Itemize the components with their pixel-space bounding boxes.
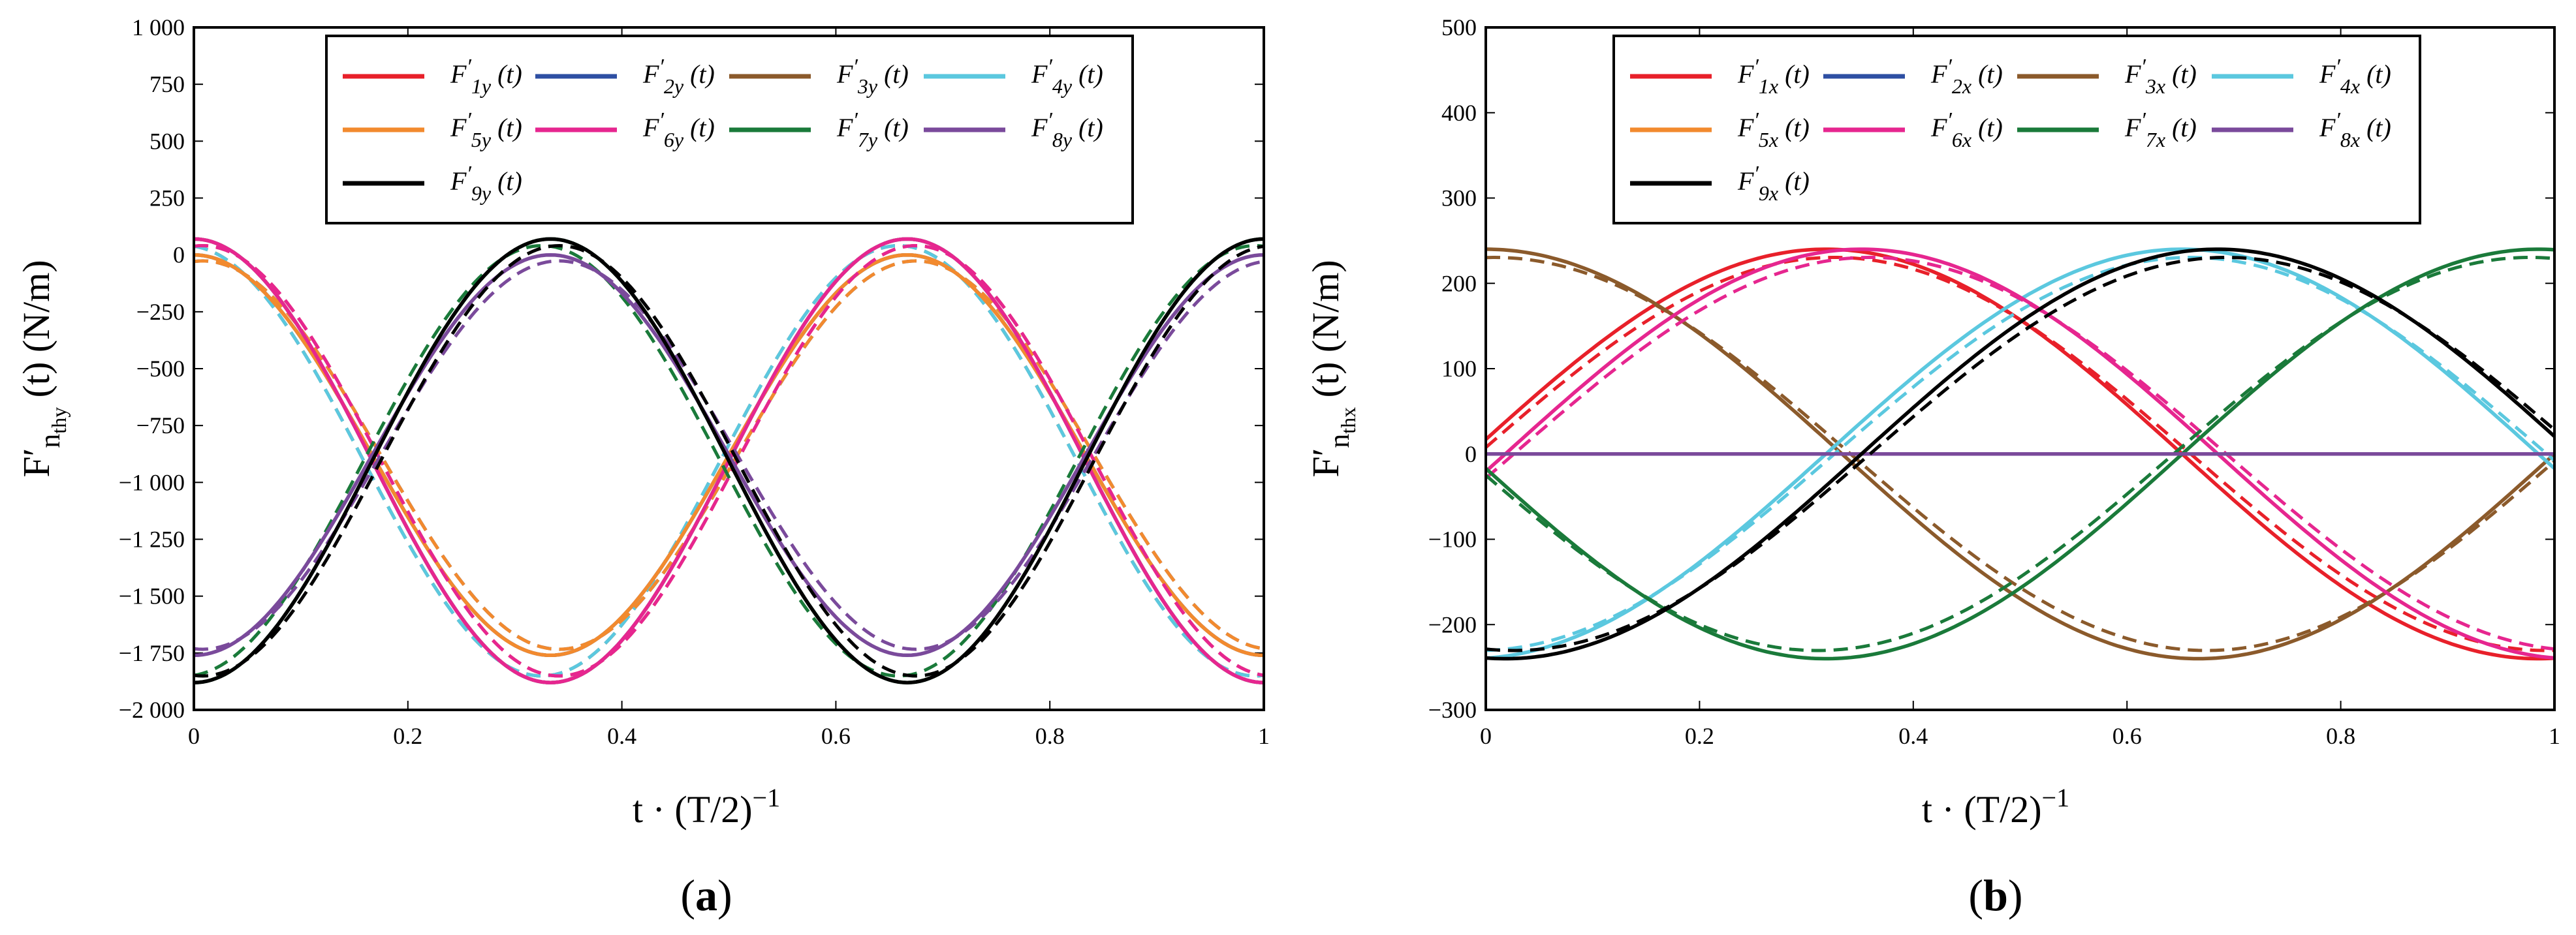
x-tick-label: 1 bbox=[2549, 723, 2560, 749]
panel-label: (b) bbox=[1968, 870, 2022, 920]
legend-label: F′1x (t) bbox=[1737, 55, 1810, 98]
y-tick-label: −1 250 bbox=[119, 527, 185, 553]
series-line-5y-dashed bbox=[194, 259, 1264, 651]
series-line-7y-dashed bbox=[194, 243, 1264, 678]
legend: F′1x (t) F′2x (t) F′3x (t) F′4x (t) F′5x (t)… bbox=[1612, 35, 2421, 224]
chart-panel-a: 1 000 750 500 250 0 −250 −500 −750 −1 000 −1 250 −… bbox=[15, 14, 1270, 920]
y-tick-label: −500 bbox=[136, 356, 185, 382]
y-tick-label: −1 500 bbox=[119, 583, 185, 609]
x-tick-label: 0 bbox=[188, 723, 200, 749]
plot-frame bbox=[1484, 26, 2556, 711]
y-tick-label: 500 bbox=[149, 128, 185, 154]
legend-label: F′8y (t) bbox=[1031, 108, 1103, 151]
legend-label: F′7y (t) bbox=[836, 108, 909, 151]
legend-label: F′7x (t) bbox=[2124, 108, 2197, 151]
legend-label: F′5x (t) bbox=[1737, 108, 1810, 151]
series-line-9y-dashed bbox=[194, 243, 1264, 678]
y-tick-label: 1 000 bbox=[132, 14, 185, 40]
x-tick-label: 0.4 bbox=[607, 723, 636, 749]
x-tick-label: 0.8 bbox=[2326, 723, 2355, 749]
y-axis-label: F′nthy (t) (N/m) bbox=[15, 260, 71, 477]
legend-label: F′3x (t) bbox=[2124, 55, 2197, 98]
legend-label: F′5y (t) bbox=[450, 108, 522, 151]
legend-label: F′9x (t) bbox=[1737, 162, 1810, 205]
y-tick-label: 200 bbox=[1441, 270, 1477, 296]
series-line-6x-solid bbox=[1486, 247, 2554, 660]
y-tick-label: −750 bbox=[136, 412, 185, 438]
x-axis-label: t · (T/2)−1 bbox=[633, 783, 780, 831]
y-tick-label: −100 bbox=[1428, 527, 1477, 553]
x-tick-label: 0.8 bbox=[1035, 723, 1065, 749]
y-tick-label: 300 bbox=[1441, 185, 1477, 211]
series-line-3x-solid bbox=[1486, 247, 2554, 661]
legend-label: F′6x (t) bbox=[1930, 108, 2003, 151]
plot-frame bbox=[193, 26, 1265, 711]
y-tick-label: 500 bbox=[1441, 14, 1477, 40]
legend-box bbox=[1612, 35, 2421, 224]
y-tick-label: −1 750 bbox=[119, 640, 185, 666]
series-group bbox=[1486, 247, 2554, 661]
legend-label: F′9y (t) bbox=[450, 162, 522, 205]
series-line-1x-solid bbox=[1486, 247, 2554, 661]
y-tick-label: 250 bbox=[149, 185, 185, 211]
x-tick-label: 0.2 bbox=[1685, 723, 1714, 749]
legend-label: F′2y (t) bbox=[642, 55, 715, 98]
series-line-8y-dashed bbox=[194, 259, 1264, 651]
legend-label: F′6y (t) bbox=[642, 108, 715, 151]
y-tick-label: 400 bbox=[1441, 100, 1477, 126]
y-axis-label: F′nthx (t) (N/m) bbox=[1304, 260, 1360, 477]
series-line-9y-solid bbox=[194, 237, 1264, 684]
legend-label: F′4y (t) bbox=[1031, 55, 1103, 98]
y-tick-label: 0 bbox=[173, 242, 185, 268]
y-tick-label: 100 bbox=[1441, 356, 1477, 382]
legend-label: F′4x (t) bbox=[2319, 55, 2391, 98]
y-tick-label: −2 000 bbox=[119, 697, 185, 723]
y-tick-label: 750 bbox=[149, 71, 185, 97]
legend: F′1y (t) F′2y (t) F′3y (t) F′4y (t) F′5y (t)… bbox=[325, 35, 1134, 224]
x-axis-label: t · (T/2)−1 bbox=[1922, 783, 2069, 831]
legend-label: F′2x (t) bbox=[1930, 55, 2003, 98]
x-tick-label: 0.6 bbox=[821, 723, 851, 749]
series-line-9x-solid bbox=[1486, 247, 2554, 661]
legend-label: F′1y (t) bbox=[450, 55, 522, 98]
x-tick-label: 1 bbox=[1258, 723, 1270, 749]
x-tick-label: 0.2 bbox=[393, 723, 422, 749]
x-tick-label: 0 bbox=[1480, 723, 1492, 749]
y-tick-label: −300 bbox=[1428, 697, 1477, 723]
x-tick-label: 0.6 bbox=[2113, 723, 2142, 749]
y-tick-label: 0 bbox=[1465, 441, 1477, 467]
x-tick-label: 0.4 bbox=[1898, 723, 1928, 749]
y-tick-label: −250 bbox=[136, 299, 185, 325]
series-group bbox=[194, 237, 1264, 684]
series-line-8y-solid bbox=[194, 253, 1264, 658]
y-tick-label: −1 000 bbox=[119, 469, 185, 495]
legend-label: F′3y (t) bbox=[836, 55, 909, 98]
y-tick-label: −200 bbox=[1428, 611, 1477, 637]
panel-label: (a) bbox=[680, 870, 732, 920]
legend-label: F′8x (t) bbox=[2319, 108, 2391, 151]
